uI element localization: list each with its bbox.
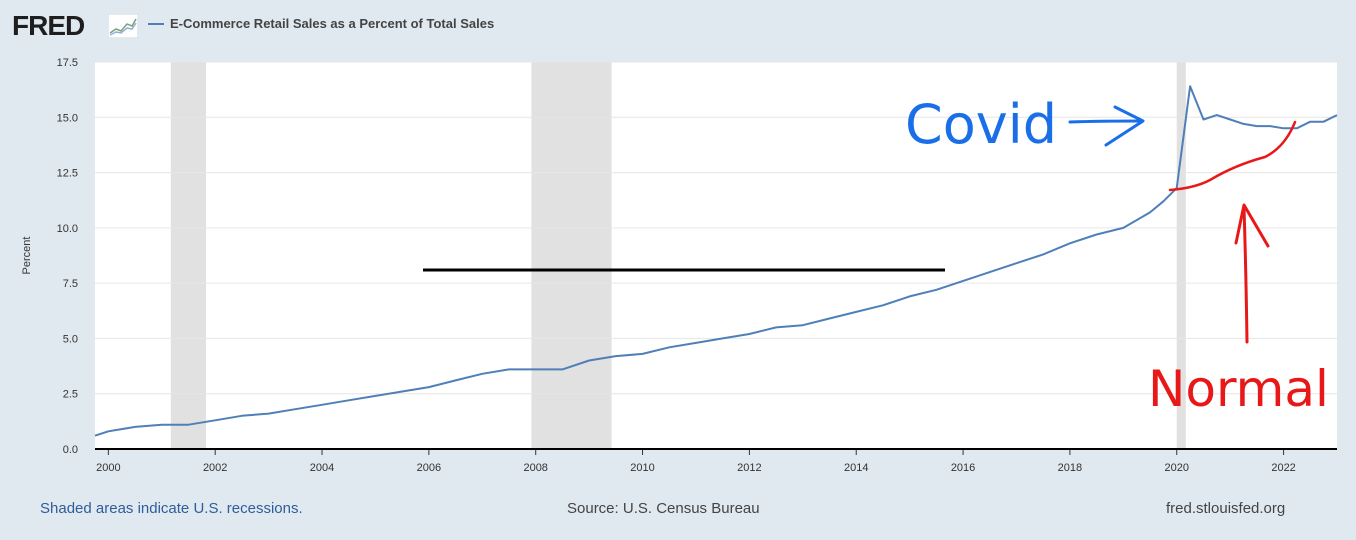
x-tick-label: 2008 bbox=[523, 462, 547, 474]
covid-arrowhead-icon bbox=[1104, 105, 1145, 147]
legend-label: E-Commerce Retail Sales as a Percent of … bbox=[170, 16, 495, 31]
normal-arrow-icon bbox=[1242, 206, 1249, 344]
source-note: Source: U.S. Census Bureau bbox=[567, 500, 760, 517]
x-tick-label: 2006 bbox=[417, 462, 441, 474]
x-tick-label: 2010 bbox=[630, 462, 654, 474]
fred-logo-sparkline-icon bbox=[108, 14, 138, 38]
recession-band bbox=[1176, 62, 1186, 449]
recession-band bbox=[170, 62, 207, 449]
legend-swatch bbox=[148, 22, 164, 25]
x-tick-label: 2016 bbox=[951, 462, 975, 474]
recession-band bbox=[531, 62, 612, 449]
x-tick-label: 2000 bbox=[96, 462, 120, 474]
y-tick-label: 15.0 bbox=[57, 112, 78, 124]
fred-logo[interactable]: FRED bbox=[12, 10, 85, 41]
y-tick-label: 12.5 bbox=[57, 168, 78, 180]
y-tick-label: 5.0 bbox=[63, 333, 78, 345]
y-tick-label: 17.5 bbox=[57, 57, 78, 69]
y-axis-label: Percent bbox=[21, 237, 33, 275]
covid-annotation-label: Covid bbox=[905, 93, 1057, 156]
x-tick-label: 2020 bbox=[1164, 462, 1188, 474]
y-tick-label: 7.5 bbox=[63, 278, 78, 290]
chart-legend: E-Commerce Retail Sales as a Percent of … bbox=[148, 16, 494, 31]
normal-trend-curve bbox=[1168, 120, 1297, 192]
y-tick-label: 2.5 bbox=[63, 389, 78, 401]
y-tick-label: 0.0 bbox=[63, 444, 78, 456]
site-link[interactable]: fred.stlouisfed.org bbox=[1166, 500, 1286, 517]
x-tick-label: 2018 bbox=[1058, 462, 1082, 474]
plot-area bbox=[95, 62, 1337, 449]
x-tick-label: 2012 bbox=[737, 462, 761, 474]
series-line bbox=[94, 85, 1338, 437]
x-tick-label: 2022 bbox=[1271, 462, 1295, 474]
x-tick-label: 2002 bbox=[203, 462, 227, 474]
recession-note: Shaded areas indicate U.S. recessions. bbox=[40, 500, 303, 517]
x-tick-label: 2014 bbox=[844, 462, 868, 474]
normal-annotation-label: Normal bbox=[1148, 360, 1329, 418]
covid-arrow-icon bbox=[1068, 119, 1142, 124]
y-tick-label: 10.0 bbox=[57, 223, 78, 235]
normal-arrowhead-icon bbox=[1234, 203, 1270, 248]
x-tick-label: 2004 bbox=[310, 462, 334, 474]
